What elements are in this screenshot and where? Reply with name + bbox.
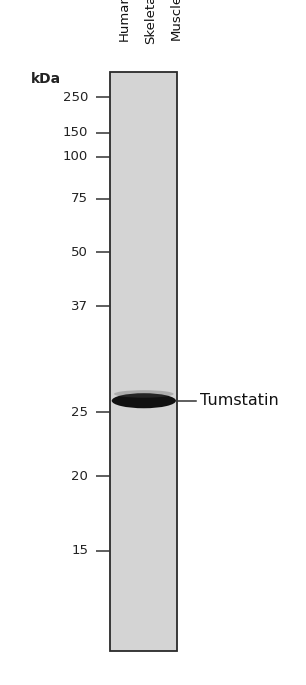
Text: 75: 75	[71, 192, 88, 205]
Text: Muscle: Muscle	[170, 0, 183, 40]
Text: 15: 15	[71, 545, 88, 557]
Text: kDa: kDa	[31, 72, 61, 86]
Text: Skeletal: Skeletal	[144, 0, 157, 44]
Text: 50: 50	[71, 246, 88, 258]
Text: 25: 25	[71, 406, 88, 419]
Text: Human: Human	[118, 0, 131, 41]
Text: 250: 250	[63, 91, 88, 103]
Text: 37: 37	[71, 300, 88, 312]
Text: 150: 150	[63, 127, 88, 139]
Ellipse shape	[114, 390, 174, 398]
Ellipse shape	[112, 393, 176, 408]
Text: Tumstatin: Tumstatin	[200, 393, 279, 408]
Bar	[110, 72, 177, 651]
Text: 20: 20	[71, 470, 88, 482]
Text: 100: 100	[63, 151, 88, 163]
